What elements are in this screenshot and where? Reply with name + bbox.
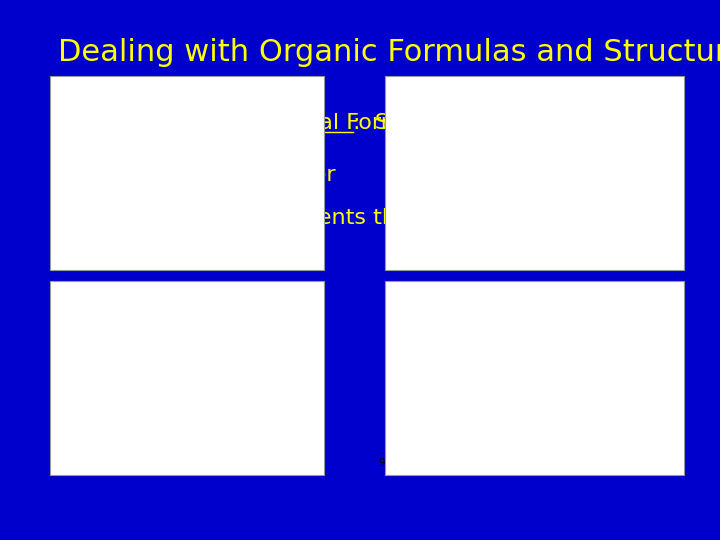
Text: CH$_3$: CH$_3$ [207,110,231,124]
Text: O: O [485,333,492,343]
Text: are grouped together: are grouped together [97,165,336,185]
Text: H$_3$C: H$_3$C [463,307,484,321]
Text: H$_3$C: H$_3$C [407,152,435,169]
Text: C: C [136,354,145,368]
Text: OH: OH [650,309,664,319]
Text: :  Shows how the atoms: : Shows how the atoms [353,113,619,133]
Text: CH$_2$: CH$_2$ [210,388,235,402]
Text: :  Represents the chain as a zig-zag line: : Represents the chain as a zig-zag line [220,208,664,228]
Text: CH: CH [140,112,158,125]
Text: H.C.: H.C. [400,439,418,448]
Text: OH: OH [389,401,402,410]
Text: O: O [653,330,661,340]
Text: O: O [541,385,549,395]
Text: Line Structure: Line Structure [97,208,254,228]
Text: 8   Propyne, CH$_3$C$\equiv$CH: 8 Propyne, CH$_3$C$\equiv$CH [397,244,535,260]
Text: CH$_3$: CH$_3$ [136,75,161,90]
Text: OH: OH [538,401,552,410]
Text: C: C [163,354,173,368]
Text: H$_2$C: H$_2$C [73,388,99,402]
Text: 6   Methylbutane, (CH$_3$)$_2$CHCH$_2$CH$_3$: 6 Methylbutane, (CH$_3$)$_2$CHCH$_2$CH$_… [61,246,246,260]
Text: O: O [493,352,501,362]
Text: H: H [207,315,217,329]
Text: 7   Isoprene, CH$_2$=C(CH$_3$)CH=CH$_2$: 7 Isoprene, CH$_2$=C(CH$_3$)CH=CH$_2$ [61,451,238,465]
Text: H$_3$C: H$_3$C [73,315,99,329]
Text: 1.: 1. [58,113,78,133]
Text: C: C [501,154,511,167]
Text: 2.: 2. [58,208,78,228]
Text: H$_3$C: H$_3$C [78,127,104,143]
Text: O: O [643,352,651,362]
Text: O: O [392,385,400,395]
Text: Dealing with Organic Formulas and Structures: Dealing with Organic Formulas and Struct… [58,38,720,67]
Text: CH$_2$: CH$_2$ [175,127,199,143]
Text: (b): (b) [557,458,572,468]
Text: CH: CH [580,154,600,167]
Text: (a): (a) [423,458,437,468]
Text: 9   Acetylsalicylic acid (aspirin): 9 Acetylsalicylic acid (aspirin) [379,458,541,468]
Text: Condensed Structural Formula: Condensed Structural Formula [97,113,436,133]
